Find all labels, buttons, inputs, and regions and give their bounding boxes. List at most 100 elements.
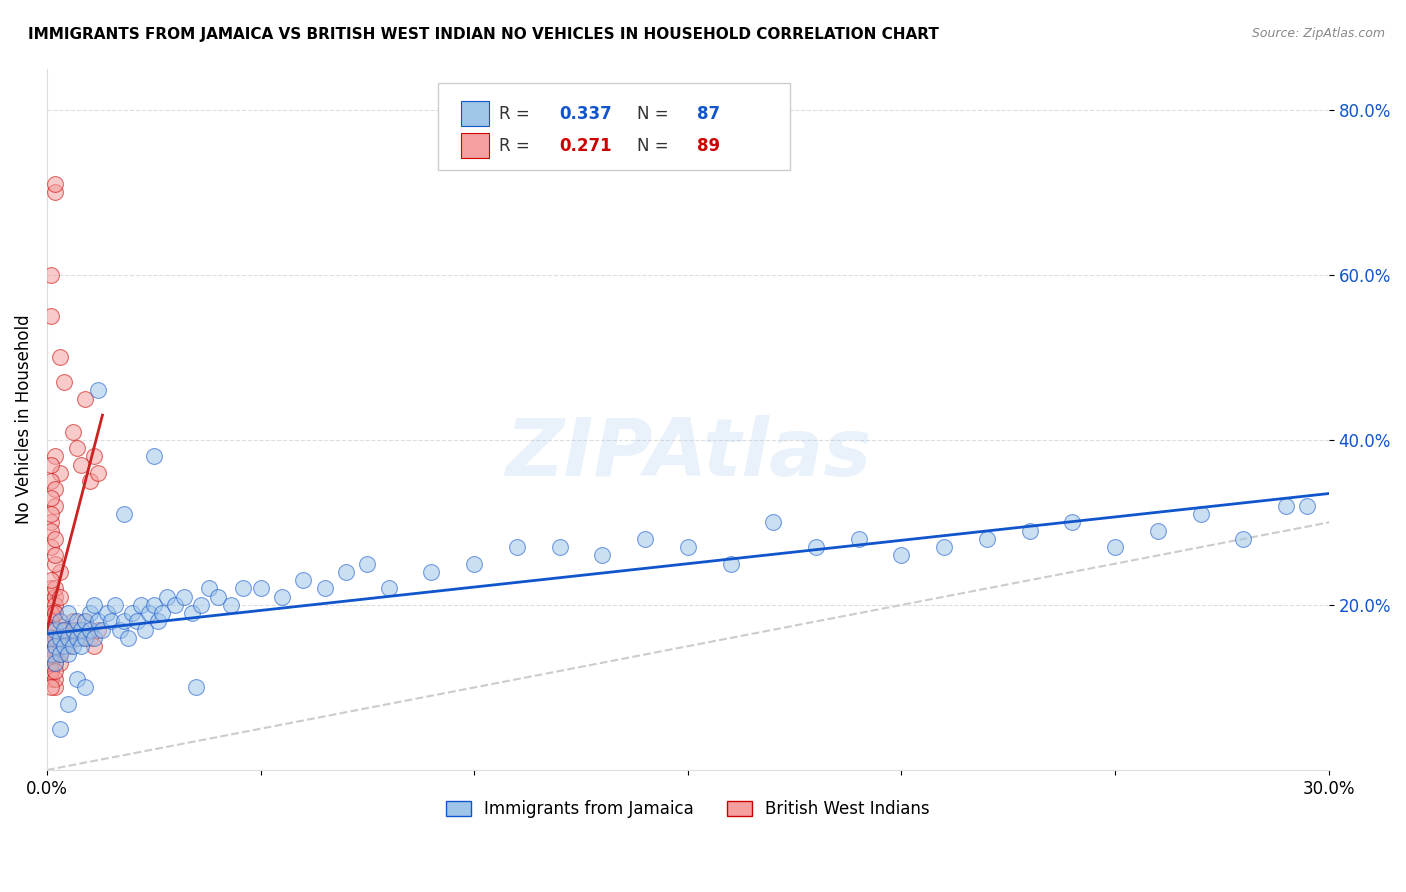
Point bbox=[39, 623, 62, 637]
Point bbox=[44, 681, 66, 695]
Point bbox=[634, 532, 657, 546]
Point bbox=[62, 623, 84, 637]
Text: IMMIGRANTS FROM JAMAICA VS BRITISH WEST INDIAN NO VEHICLES IN HOUSEHOLD CORRELAT: IMMIGRANTS FROM JAMAICA VS BRITISH WEST … bbox=[28, 27, 939, 42]
Point bbox=[314, 582, 336, 596]
Point bbox=[39, 623, 62, 637]
Point bbox=[83, 450, 105, 464]
Point bbox=[39, 648, 62, 662]
Text: 0.271: 0.271 bbox=[560, 136, 612, 154]
Point bbox=[39, 268, 62, 282]
Point bbox=[720, 557, 742, 571]
Point bbox=[48, 656, 70, 670]
Point bbox=[75, 631, 97, 645]
Point bbox=[44, 648, 66, 662]
Point bbox=[39, 606, 62, 620]
Point bbox=[112, 615, 135, 629]
Point bbox=[44, 631, 66, 645]
Point bbox=[186, 681, 208, 695]
Point bbox=[87, 615, 110, 629]
Point bbox=[356, 557, 378, 571]
Point bbox=[48, 565, 70, 579]
Point bbox=[142, 450, 165, 464]
Point bbox=[181, 606, 204, 620]
Point bbox=[83, 598, 105, 612]
Point bbox=[1018, 524, 1040, 538]
Point bbox=[39, 458, 62, 472]
Point bbox=[58, 606, 80, 620]
Point bbox=[53, 631, 76, 645]
Legend: Immigrants from Jamaica, British West Indians: Immigrants from Jamaica, British West In… bbox=[439, 794, 936, 825]
Point bbox=[39, 623, 62, 637]
Point bbox=[58, 631, 80, 645]
Point bbox=[1232, 532, 1254, 546]
Point bbox=[39, 656, 62, 670]
Point bbox=[117, 631, 139, 645]
Text: R =: R = bbox=[499, 136, 536, 154]
Point bbox=[39, 639, 62, 653]
Point bbox=[96, 606, 118, 620]
Point bbox=[53, 623, 76, 637]
Point bbox=[121, 606, 143, 620]
Point bbox=[44, 549, 66, 563]
Point bbox=[890, 549, 912, 563]
Point bbox=[48, 631, 70, 645]
Point bbox=[155, 590, 177, 604]
Text: N =: N = bbox=[637, 136, 673, 154]
Point bbox=[39, 631, 62, 645]
Point bbox=[1189, 507, 1212, 521]
Point bbox=[44, 672, 66, 686]
Point bbox=[44, 590, 66, 604]
Point bbox=[134, 623, 156, 637]
Point bbox=[591, 549, 613, 563]
Point bbox=[44, 582, 66, 596]
Point bbox=[48, 648, 70, 662]
Text: ZIPAtlas: ZIPAtlas bbox=[505, 416, 870, 493]
Point bbox=[53, 623, 76, 637]
Point bbox=[104, 598, 127, 612]
Point bbox=[48, 351, 70, 365]
Point bbox=[48, 648, 70, 662]
Point bbox=[44, 664, 66, 678]
Point bbox=[48, 722, 70, 736]
Point bbox=[270, 590, 292, 604]
Y-axis label: No Vehicles in Household: No Vehicles in Household bbox=[15, 315, 32, 524]
Text: N =: N = bbox=[637, 105, 673, 123]
Point bbox=[848, 532, 870, 546]
Point bbox=[58, 648, 80, 662]
Point bbox=[44, 557, 66, 571]
Point bbox=[62, 615, 84, 629]
Point bbox=[91, 623, 114, 637]
Point bbox=[463, 557, 485, 571]
Point bbox=[39, 664, 62, 678]
Point bbox=[58, 631, 80, 645]
Point bbox=[48, 648, 70, 662]
Point bbox=[420, 565, 443, 579]
Point bbox=[335, 565, 357, 579]
Point bbox=[87, 623, 110, 637]
Point bbox=[44, 639, 66, 653]
Point bbox=[112, 507, 135, 521]
Point bbox=[53, 639, 76, 653]
Point bbox=[79, 606, 101, 620]
Point bbox=[44, 639, 66, 653]
Point bbox=[79, 631, 101, 645]
Point bbox=[198, 582, 221, 596]
Point bbox=[44, 606, 66, 620]
Point bbox=[934, 540, 956, 554]
Point bbox=[44, 598, 66, 612]
Point bbox=[292, 573, 315, 587]
Point bbox=[79, 474, 101, 488]
Point bbox=[39, 631, 62, 645]
Point bbox=[44, 532, 66, 546]
Point bbox=[150, 606, 173, 620]
Point bbox=[44, 450, 66, 464]
Point bbox=[39, 491, 62, 505]
Point bbox=[66, 631, 89, 645]
Point bbox=[44, 639, 66, 653]
Point bbox=[39, 615, 62, 629]
Point bbox=[173, 590, 195, 604]
Point bbox=[87, 466, 110, 480]
Point bbox=[39, 507, 62, 521]
Point bbox=[39, 681, 62, 695]
Point bbox=[207, 590, 229, 604]
